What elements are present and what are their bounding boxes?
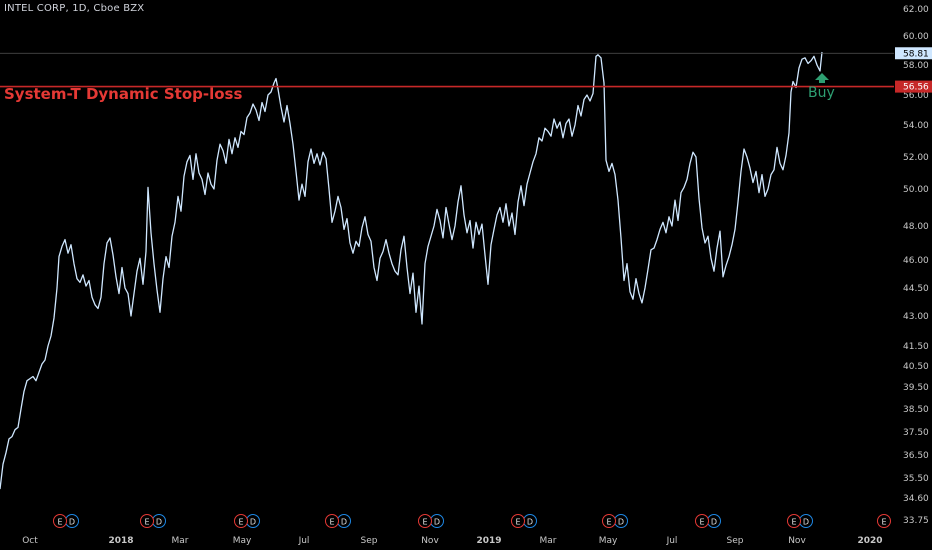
price-badges: 58.81 56.56 (895, 47, 932, 93)
price-tick-label: 40.50 (903, 362, 929, 372)
earnings-marker-label: E (699, 518, 704, 527)
earnings-marker-label: E (791, 518, 796, 527)
dividend-marker-label: D (803, 518, 809, 527)
time-tick-label: Jul (666, 536, 678, 546)
dividend-marker-label: D (250, 518, 256, 527)
price-tick-label: 38.50 (903, 405, 929, 415)
price-tick-label: 56.00 (903, 91, 929, 101)
price-tick-label: 60.00 (903, 32, 929, 42)
earnings-marker-label: E (144, 518, 149, 527)
dividend-marker-label: D (711, 518, 717, 527)
earnings-marker-label: E (422, 518, 427, 527)
time-tick-label: Oct (22, 536, 38, 546)
price-tick-label: 36.50 (903, 451, 929, 461)
earnings-marker-icon[interactable] (602, 514, 616, 528)
time-tick-label: Nov (421, 536, 439, 546)
stop-loss-badge (895, 80, 932, 93)
price-series-line (0, 51, 823, 490)
time-tick-label: 2018 (108, 536, 133, 546)
price-tick-label: 50.00 (903, 185, 929, 195)
time-tick-label: 2020 (857, 536, 882, 546)
stop-loss-label: System-T Dynamic Stop-loss (4, 85, 243, 103)
time-tick-label: Mar (172, 536, 189, 546)
price-tick-label: 58.00 (903, 61, 929, 71)
earnings-marker-label: E (606, 518, 611, 527)
earnings-marker-label: E (238, 518, 243, 527)
earnings-marker-icon[interactable] (418, 514, 432, 528)
time-tick-label: Sep (361, 536, 378, 546)
price-tick-label: 44.50 (903, 284, 929, 294)
dividend-marker-label: D (527, 518, 533, 527)
earnings-marker-icon[interactable] (325, 514, 339, 528)
price-axis[interactable]: 62.00 60.00 58.00 56.00 54.00 52.00 50.00 48.00… (903, 5, 929, 526)
price-tick-label: 33.75 (903, 516, 929, 526)
price-tick-label: 54.00 (903, 121, 929, 131)
price-line (0, 51, 823, 490)
dividend-marker-label: D (69, 518, 75, 527)
chart-title: INTEL CORP, 1D, Cboe BZX (4, 3, 145, 14)
earnings-marker-icon[interactable] (140, 514, 154, 528)
price-tick-label: 37.50 (903, 428, 929, 438)
earnings-marker-icon[interactable] (234, 514, 248, 528)
last-price-badge-label: 58.81 (903, 49, 929, 59)
earnings-marker-icon[interactable] (695, 514, 709, 528)
earnings-marker-label: E (57, 518, 62, 527)
earnings-marker-label: E (329, 518, 334, 527)
time-tick-label: 2019 (476, 536, 501, 546)
earnings-marker-icon[interactable] (787, 514, 801, 528)
price-tick-label: 34.60 (903, 494, 929, 504)
dividend-marker-label: D (618, 518, 624, 527)
last-price-badge (895, 47, 932, 60)
time-tick-label: May (233, 536, 252, 546)
time-tick-label: Jul (298, 536, 310, 546)
earnings-marker-icon[interactable] (877, 514, 891, 528)
buy-label: Buy (808, 85, 835, 101)
earnings-marker-label: E (515, 518, 520, 527)
time-tick-label: Mar (540, 536, 557, 546)
buy-arrow-icon (815, 73, 829, 83)
time-tick-label: Sep (727, 536, 744, 546)
time-tick-label: May (599, 536, 618, 546)
price-tick-label: 62.00 (903, 5, 929, 15)
earnings-marker-label: E (881, 518, 886, 527)
price-tick-label: 35.50 (903, 474, 929, 484)
price-tick-label: 43.00 (903, 312, 929, 322)
price-tick-label: 48.00 (903, 222, 929, 232)
price-tick-label: 52.00 (903, 153, 929, 163)
time-axis[interactable]: Oct 2018 Mar May Jul Sep Nov 2019 Mar May Jul Sep No… (22, 536, 882, 546)
stop-loss-badge-label: 56.56 (903, 83, 929, 93)
price-tick-label: 41.50 (903, 342, 929, 352)
dividend-marker-label: D (434, 518, 440, 527)
dividend-marker-label: D (156, 518, 162, 527)
earnings-marker-icon[interactable] (511, 514, 525, 528)
earnings-marker-icon[interactable] (53, 514, 67, 528)
time-tick-label: Nov (788, 536, 806, 546)
price-tick-label: 39.50 (903, 383, 929, 393)
price-tick-label: 46.00 (903, 256, 929, 266)
event-markers[interactable]: DE DE DE DE DE DE DE DE DE E (53, 514, 891, 528)
dividend-marker-label: D (341, 518, 347, 527)
